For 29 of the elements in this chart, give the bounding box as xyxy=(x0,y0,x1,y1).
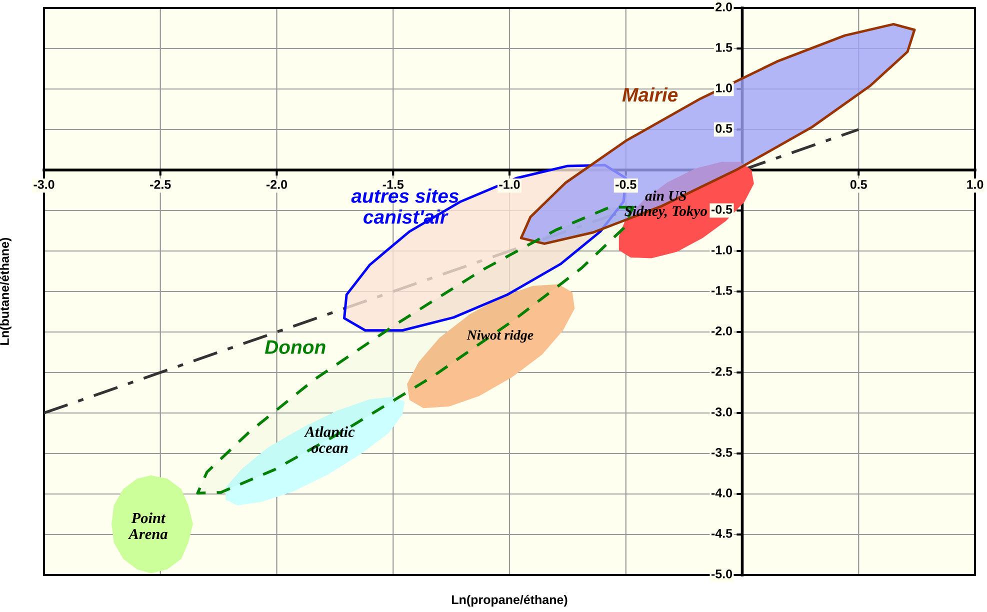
y-tick-label: -3.5 xyxy=(711,448,732,457)
x-tick-label: 1.0 xyxy=(967,180,984,189)
y-tick-label: 1.5 xyxy=(716,43,732,52)
y-tick-label: -1.0 xyxy=(711,246,732,254)
x-tick-label: -1.5 xyxy=(382,180,404,189)
x-tick-label: -1.0 xyxy=(499,180,520,189)
x-tick-label: 0.5 xyxy=(850,180,867,189)
x-tick-label: -0.5 xyxy=(616,180,636,189)
annotation: Niwot ridge xyxy=(466,330,534,343)
y-tick-label: -4.5 xyxy=(711,529,732,538)
x-tick-label: -2.0 xyxy=(266,180,288,189)
x-tick-label: -2.5 xyxy=(150,180,171,189)
y-tick-label: -2.0 xyxy=(711,326,732,336)
y-tick-label: -3.0 xyxy=(711,408,732,416)
annotation: Mairie xyxy=(622,87,678,102)
y-tick-label: -2.5 xyxy=(711,367,732,376)
y-tick-label: 0.5 xyxy=(716,124,732,133)
y-axis-title: Ln(butane/éthane) xyxy=(0,238,12,345)
y-tick-label: -5.0 xyxy=(711,570,732,578)
y-tick-label: -1.5 xyxy=(711,286,732,295)
y-tick-label: 1.0 xyxy=(716,84,732,92)
y-tick-label: -4.0 xyxy=(711,488,732,498)
annotation: Atlantic ocean xyxy=(304,426,355,454)
y-tick-label: -0.5 xyxy=(711,205,732,214)
x-tick-label: -3.0 xyxy=(34,180,54,189)
annotation: Donon xyxy=(264,340,326,354)
y-tick-label: 2.0 xyxy=(716,2,732,12)
x-axis-title: Ln(propane/éthane) xyxy=(452,594,568,607)
annotation: Point Arena xyxy=(128,512,168,540)
